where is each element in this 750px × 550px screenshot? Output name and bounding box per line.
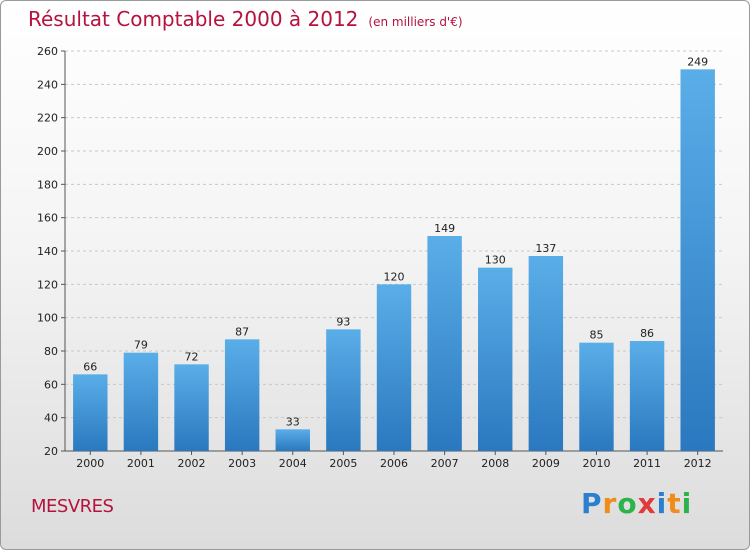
brand-letter: P: [581, 487, 603, 520]
commune-name: MESVRES: [31, 496, 114, 517]
x-tick-label: 2009: [532, 457, 560, 470]
y-tick-label: 220: [37, 112, 58, 125]
x-tick-label: 2006: [380, 457, 408, 470]
value-label: 120: [384, 270, 405, 283]
y-tick-label: 40: [44, 412, 58, 425]
bar: [275, 429, 310, 451]
brand-letter: i: [681, 487, 693, 520]
brand-letter: r: [602, 487, 618, 520]
value-label: 33: [286, 415, 300, 428]
value-label: 79: [134, 339, 148, 352]
bar: [680, 69, 715, 451]
bars: [73, 69, 715, 451]
brand-letter: x: [637, 487, 657, 520]
y-tick-label: 240: [37, 78, 58, 91]
brand-letter: o: [617, 487, 638, 520]
bar: [579, 342, 614, 451]
bar: [478, 267, 513, 451]
brand-letter: i: [656, 487, 668, 520]
bar: [174, 364, 209, 451]
y-tick-label: 100: [37, 312, 58, 325]
x-tick-label: 2010: [582, 457, 610, 470]
value-label: 86: [640, 327, 654, 340]
chart-title: Résultat Comptable 2000 à 2012 (en millie…: [28, 7, 463, 31]
x-tick-label: 2011: [633, 457, 661, 470]
value-label: 66: [83, 360, 97, 373]
value-label: 137: [535, 242, 556, 255]
x-tick-label: 2000: [76, 457, 104, 470]
value-label: 249: [687, 55, 708, 68]
x-tick-label: 2004: [279, 457, 307, 470]
y-tick-label: 20: [44, 445, 58, 458]
y-tick-label: 120: [37, 278, 58, 291]
value-labels: 66 79 72 87 33 93 120 149 130 137 85 86 249: [83, 55, 708, 428]
bar: [326, 329, 361, 451]
bar: [224, 339, 260, 451]
x-tick-label: 2005: [329, 457, 357, 470]
x-tick-label: 2001: [127, 457, 155, 470]
x-tick-label: 2003: [228, 457, 256, 470]
y-tick-label: 200: [37, 145, 58, 158]
value-label: 93: [336, 315, 350, 328]
x-tick-label: 2002: [178, 457, 206, 470]
chart-subtitle: (en milliers d'€): [368, 15, 463, 29]
value-label: 130: [485, 254, 506, 267]
y-tick-label: 60: [44, 378, 58, 391]
x-tick-label: 2008: [481, 457, 509, 470]
y-tick-label: 80: [44, 345, 58, 358]
bar: [73, 374, 108, 451]
x-tick-label: 2012: [684, 457, 712, 470]
y-tick-label: 140: [37, 245, 58, 258]
bar: [123, 352, 159, 451]
bar: [427, 236, 462, 451]
value-label: 72: [185, 350, 199, 363]
bar: [528, 256, 564, 451]
y-tick-label: 260: [37, 45, 58, 58]
y-tick-label: 180: [37, 178, 58, 191]
bar: [376, 284, 412, 451]
y-tick-label: 160: [37, 212, 58, 225]
value-label: 87: [235, 325, 249, 338]
brand-logo: Proxiti: [581, 487, 692, 520]
value-label: 149: [434, 222, 455, 235]
value-label: 85: [589, 329, 603, 342]
brand-letter: t: [667, 487, 682, 520]
axes: 20 40 60 80 100 120 140 160 180 200 220 240 260 2000 2…: [37, 45, 723, 470]
x-tick-label: 2007: [431, 457, 459, 470]
bar: [629, 341, 665, 451]
